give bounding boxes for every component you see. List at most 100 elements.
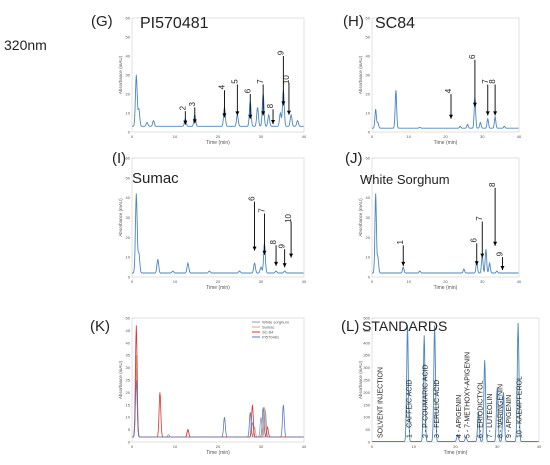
plot-frame bbox=[131, 157, 305, 278]
peak-label: 3 bbox=[188, 102, 197, 107]
peak-label: 2 bbox=[178, 105, 187, 110]
peak-arrowhead bbox=[289, 253, 294, 258]
peak-label: 10 bbox=[284, 213, 293, 222]
chart-panel-j: 0 10 20 30 40 50 60 0 10 20 30 40 Time (min) Absorban… bbox=[350, 150, 525, 295]
y-tick-label: 20 bbox=[126, 390, 131, 395]
y-tick-label: 20 bbox=[366, 92, 371, 97]
peak-label: 4 bbox=[217, 84, 226, 89]
series-line bbox=[132, 379, 304, 438]
peak-label: 1 bbox=[396, 239, 405, 244]
x-axis-label: Time (min) bbox=[206, 140, 230, 146]
chart-h-svg: 0 10 20 30 40 50 60 0 10 20 30 40 Time (min) Absorban… bbox=[358, 16, 522, 147]
y-axis-label: Absorbance (mAU) bbox=[118, 198, 123, 237]
y-tick-label: 30 bbox=[126, 215, 131, 220]
peak-arrowhead bbox=[485, 111, 490, 116]
y-tick-label: 0 bbox=[368, 275, 371, 280]
peak-label: 7 bbox=[475, 216, 484, 221]
y-tick-label: 45 bbox=[126, 328, 131, 333]
x-tick-label: 20 bbox=[443, 134, 448, 139]
y-tick-label: 50 bbox=[366, 175, 371, 180]
x-axis-label: Time (min) bbox=[434, 285, 458, 291]
legend-entry: Sumac bbox=[262, 325, 274, 330]
y-axis-label: Absorbance (mAU) bbox=[358, 198, 363, 237]
x-tick-label: 0 bbox=[371, 279, 374, 284]
x-tick-label: 30 bbox=[480, 279, 485, 284]
x-tick-label: 20 bbox=[216, 134, 221, 139]
peak-label: 8 bbox=[269, 239, 278, 244]
peak-arrowhead bbox=[282, 263, 287, 268]
y-tick-label: 50 bbox=[126, 35, 131, 40]
peak-arrowhead bbox=[401, 261, 406, 266]
series-line bbox=[372, 322, 539, 442]
x-tick-label: 10 bbox=[407, 134, 412, 139]
peak-label: 6 bbox=[248, 196, 257, 201]
peak-label: 8 bbox=[488, 79, 497, 84]
y-tick-label: 0 bbox=[368, 440, 371, 445]
y-tick-label: 20 bbox=[126, 92, 131, 97]
x-tick-label: 0 bbox=[371, 444, 374, 449]
x-tick-label: 30 bbox=[495, 444, 500, 449]
chart-panel-i: 0 10 20 30 40 50 60 0 10 20 30 40 Time (min) Absorban… bbox=[110, 150, 310, 295]
compound-label: 7 - LUTEOLIN bbox=[487, 394, 494, 438]
series-line bbox=[372, 193, 519, 274]
y-tick-label: 5 bbox=[128, 427, 131, 432]
x-tick-label: 30 bbox=[259, 444, 264, 449]
x-tick-label: 30 bbox=[259, 279, 264, 284]
compound-label: 3 - FERULIC ACID bbox=[434, 380, 441, 438]
peak-arrowhead bbox=[480, 253, 485, 258]
y-tick-label: 50 bbox=[126, 316, 131, 321]
plot-frame bbox=[371, 157, 520, 278]
x-tick-label: 20 bbox=[216, 444, 221, 449]
plot-frame bbox=[371, 317, 540, 443]
y-tick-label: 25 bbox=[126, 378, 131, 383]
y-tick-label: 40 bbox=[126, 340, 131, 345]
y-tick-label: 10 bbox=[366, 111, 371, 116]
y-axis-label: Absorbance (mAU) bbox=[358, 360, 363, 399]
panel-label-k: (K) bbox=[90, 318, 110, 335]
x-tick-label: 10 bbox=[173, 279, 178, 284]
peak-arrowhead bbox=[474, 261, 479, 266]
x-tick-label: 20 bbox=[443, 279, 448, 284]
y-tick-label: 60 bbox=[366, 16, 371, 21]
peak-arrowhead bbox=[262, 250, 267, 255]
panel-label-g: (G) bbox=[91, 13, 113, 30]
peak-label: 6 bbox=[470, 238, 479, 243]
chart-g-svg: 0 10 20 30 40 50 60 0 10 20 30 40 Time (min) Absorban… bbox=[118, 16, 307, 147]
sample-title-j: White Sorghum bbox=[360, 172, 450, 187]
y-tick-label: 10 bbox=[126, 111, 131, 116]
x-tick-label: 30 bbox=[259, 134, 264, 139]
legend-entry: SC-84 bbox=[262, 330, 274, 335]
chart-panel-l: 0 50 100 150 200 250 300 350 400 450 500 0 10 20 30 40 T… bbox=[350, 310, 545, 460]
compound-label: 1 - CAFFEIC ACID bbox=[407, 380, 414, 438]
compound-label: 8 - NARINGENIN bbox=[498, 384, 505, 438]
x-axis-label: Time (min) bbox=[444, 450, 468, 456]
peak-label: 9 bbox=[276, 50, 285, 55]
peak-arrowhead bbox=[281, 101, 286, 106]
plot-frame bbox=[131, 317, 305, 443]
compound-label: 5 - 7-METHOXY-APIGENIN bbox=[464, 352, 471, 438]
compound-label: 6 - ERIODICTYOL bbox=[478, 380, 485, 438]
series-line bbox=[372, 90, 519, 129]
x-tick-label: 10 bbox=[412, 444, 417, 449]
peak-label: 9 bbox=[278, 243, 287, 248]
chart-panel-g: 0 10 20 30 40 50 60 0 10 20 30 40 Time (min) Absorban… bbox=[110, 10, 310, 150]
peak-arrowhead bbox=[271, 120, 276, 125]
peak-label: 6 bbox=[468, 54, 477, 59]
plot-frame bbox=[131, 17, 305, 133]
peak-label: 6 bbox=[243, 88, 252, 93]
sample-title-g: PI570481 bbox=[140, 15, 209, 32]
peak-arrowhead bbox=[286, 110, 291, 115]
y-axis-label: Absorbance (mAU) bbox=[118, 55, 123, 94]
plot-frame bbox=[371, 17, 520, 133]
compound-label: 4 - APIGENIN bbox=[456, 395, 463, 438]
y-tick-label: 40 bbox=[126, 54, 131, 59]
sample-title-i: Sumac bbox=[132, 170, 179, 187]
y-tick-label: 20 bbox=[126, 235, 131, 240]
sample-title-h: SC84 bbox=[375, 15, 416, 32]
x-tick-label: 40 bbox=[302, 134, 307, 139]
peak-arrowhead bbox=[493, 241, 498, 246]
x-axis-label: Time (min) bbox=[434, 140, 458, 146]
chart-panel-k: 0 5 10 15 20 25 30 35 40 45 50 0 10 20 30 40 Time (min) A… bbox=[110, 310, 310, 460]
x-tick-label: 30 bbox=[480, 134, 485, 139]
y-tick-label: 60 bbox=[126, 16, 131, 21]
